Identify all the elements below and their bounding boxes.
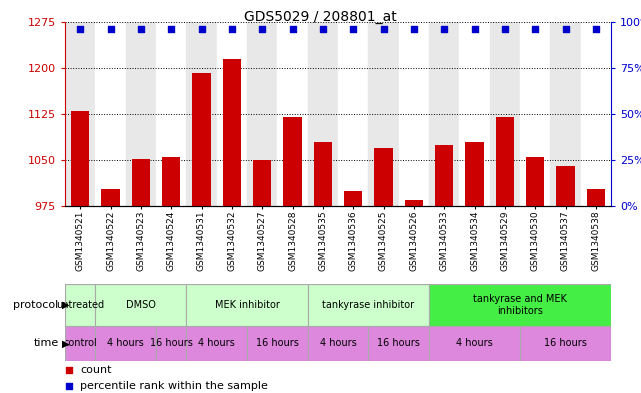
Text: untreated: untreated [56,300,104,310]
Bar [187,284,308,326]
Point [409,26,419,33]
Text: percentile rank within the sample: percentile rank within the sample [80,381,269,391]
Text: 4 hours: 4 hours [456,338,493,349]
Bar [460,22,490,206]
Point [63,367,74,373]
Bar [96,326,156,361]
Point [196,26,206,33]
Point [318,26,328,33]
Text: tankyrase inhibitor: tankyrase inhibitor [322,300,414,310]
Bar [65,284,96,326]
Text: DMSO: DMSO [126,300,156,310]
Bar [187,22,217,206]
Bar [308,22,338,206]
Bar [132,160,150,206]
Bar [156,22,187,206]
Bar [96,284,187,326]
Bar [101,189,120,206]
Point [166,26,176,33]
Point [63,383,74,389]
Bar [581,22,611,206]
Bar [520,22,551,206]
Bar [429,284,611,326]
Bar [520,326,611,361]
Bar [247,326,308,361]
Text: tankyrase and MEK
inhibitors: tankyrase and MEK inhibitors [473,294,567,316]
Text: time: time [33,338,58,349]
Bar [217,22,247,206]
Bar [526,157,544,206]
Bar [429,326,520,361]
Point [591,26,601,33]
Bar [187,326,247,361]
Bar [495,117,514,206]
Bar [369,326,429,361]
Bar [338,22,369,206]
Bar [71,111,89,206]
Point [257,26,267,33]
Bar [404,200,423,206]
Bar [192,73,211,206]
Text: 4 hours: 4 hours [107,338,144,349]
Text: 16 hours: 16 hours [544,338,587,349]
Text: control: control [63,338,97,349]
Bar [65,326,96,361]
Point [287,26,297,33]
Bar [399,22,429,206]
Bar [313,141,332,206]
Point [75,26,85,33]
Text: 16 hours: 16 hours [256,338,299,349]
Text: 16 hours: 16 hours [150,338,192,349]
Point [530,26,540,33]
Bar [556,166,574,206]
Text: ▶: ▶ [62,300,69,310]
Bar [162,157,180,206]
Bar [126,22,156,206]
Text: 4 hours: 4 hours [320,338,356,349]
Point [378,26,388,33]
Bar [435,145,453,206]
Bar [253,160,271,206]
Text: protocol: protocol [13,300,58,310]
Bar [551,22,581,206]
Text: MEK inhibitor: MEK inhibitor [215,300,279,310]
Bar [308,326,369,361]
Point [227,26,237,33]
Point [136,26,146,33]
Bar [374,148,392,206]
Bar [429,22,460,206]
Text: ▶: ▶ [62,338,69,349]
Text: 16 hours: 16 hours [378,338,420,349]
Bar [587,189,605,206]
Bar [490,22,520,206]
Point [469,26,479,33]
Bar [222,59,241,206]
Point [500,26,510,33]
Text: GDS5029 / 208801_at: GDS5029 / 208801_at [244,10,397,24]
Bar [156,326,187,361]
Bar [283,117,302,206]
Bar [96,22,126,206]
Text: count: count [80,365,112,375]
Bar [65,22,96,206]
Point [105,26,115,33]
Bar [247,22,278,206]
Bar [369,22,399,206]
Point [560,26,570,33]
Bar [278,22,308,206]
Point [439,26,449,33]
Bar [344,191,362,206]
Point [348,26,358,33]
Text: 4 hours: 4 hours [198,338,235,349]
Bar [308,284,429,326]
Bar [465,141,483,206]
